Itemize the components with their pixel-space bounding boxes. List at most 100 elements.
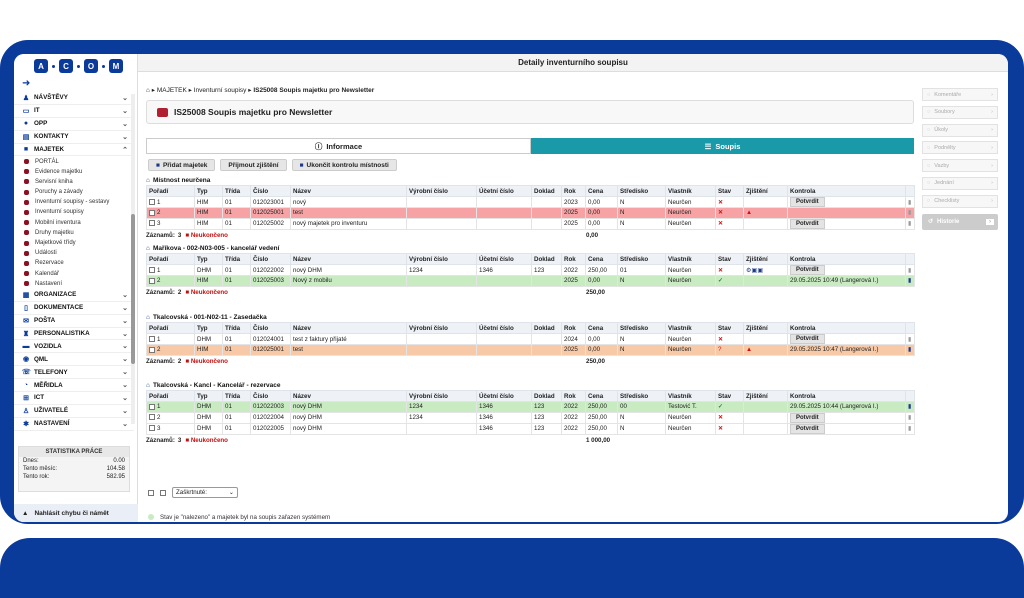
side-panel-0[interactable]: ◌ Komentáře › [922,88,998,101]
sidebar-item-items27[interactable]: ◔ MĚŘIDLA ⌄ [14,379,134,393]
column-header[interactable]: Vlastník [665,185,716,197]
trash-icon[interactable]: ▮ [905,196,915,208]
crumb-majetek[interactable]: MAJETEK [156,87,187,94]
sidebar-subitem[interactable]: Nastavení [14,279,134,289]
column-header[interactable]: Pořadí [146,390,195,402]
column-header[interactable]: Kontrola [787,185,906,197]
column-header[interactable]: Doklad [531,253,562,265]
confirm-button[interactable]: Potvrdit [790,197,825,207]
table-row[interactable]: 1 DHM 01 012022002 nový DHM 1234 1346 123 2022 25… [146,264,915,276]
column-header[interactable]: Výrobní číslo [406,322,477,334]
column-header[interactable]: Výrobní číslo [406,390,477,402]
table-row[interactable]: 2 HIM 01 012025003 Nový z mobilu 2025 0,00 N Neu… [146,275,915,287]
column-header[interactable]: Název [290,322,407,334]
column-header[interactable]: Číslo [250,322,291,334]
side-panel-1[interactable]: ◌ Soubory › [922,105,998,119]
column-header[interactable]: Rok [561,253,586,265]
add-asset-button[interactable]: ■ Přidat majetek [148,159,216,171]
trash-icon[interactable]: ▮ [905,217,915,230]
column-header[interactable]: Cena [585,390,618,402]
column-header[interactable]: Účetní číslo [476,322,532,334]
column-header[interactable]: Kontrola [787,390,906,402]
table-row[interactable]: 1 HIM 01 012023001 nový 2023 0,00 N Neurčen ✕ Potv… [146,196,915,208]
row-checkbox[interactable] [149,220,155,227]
column-header[interactable]: Číslo [250,253,291,265]
confirm-button[interactable]: Potvrdit [790,424,825,433]
side-panel-4[interactable]: ◌ Vazby › [922,159,998,173]
trash-icon[interactable]: ▮ [905,344,915,356]
column-header[interactable]: Třída [222,322,251,334]
side-panel-2[interactable]: ◌ Úkoly › [922,123,998,137]
home-icon[interactable]: ⌂ [146,87,150,94]
trash-icon[interactable]: ▮ [905,207,915,219]
table-row[interactable]: 2 HIM 01 012025001 test 2025 0,00 N Neurčen? ▲ 29.… [146,344,915,356]
column-header[interactable]: Třída [222,390,251,402]
table-row[interactable]: 3 HIM 01 012025002 nový majetek pro inventur… [146,217,915,230]
column-header[interactable]: Kontrola [787,322,906,334]
crumb-soupisy[interactable]: Inventurní soupisy [193,87,247,94]
tab-informace[interactable]: ⓘ Informace [146,138,531,154]
sidebar-subitem[interactable]: Druhy majetku [14,228,134,238]
sidebar-subitem[interactable]: PORTÁL [14,156,134,166]
confirm-button[interactable]: Potvrdit [790,413,825,422]
column-header[interactable]: Stav [715,253,744,265]
trash-icon[interactable]: ▮ [905,275,915,287]
tab-soupis[interactable]: ☰ Soupis [531,138,914,154]
sidebar-item-items24[interactable]: ▬ VOZIDLA ⌄ [14,340,134,354]
column-header[interactable]: Název [290,390,407,402]
confirm-button[interactable]: Potvrdit [790,265,825,275]
column-header[interactable]: Rok [561,185,586,197]
sidebar-item-items1[interactable]: ▭ IT ⌄ [14,105,134,118]
column-header[interactable]: Vlastník [665,390,716,402]
column-header[interactable]: Středisko [617,390,666,402]
sidebar-item-items28[interactable]: ⊞ ICT ⌄ [14,392,134,405]
column-header[interactable]: Výrobní číslo [406,253,477,265]
column-header[interactable]: Středisko [617,253,666,265]
column-header[interactable]: Doklad [531,185,562,197]
column-header[interactable]: Typ [194,390,223,402]
sidebar-item-items22[interactable]: ✉ POŠTA ⌄ [14,315,134,328]
column-header[interactable]: Pořadí [146,253,195,265]
side-panel-5[interactable]: ◌ Jednání › [922,176,998,190]
table-row[interactable]: 1 DHM 01 012022003 nový DHM 1234 1346 123 2022 25… [146,401,915,413]
column-header[interactable]: Rok [561,322,586,334]
column-header[interactable]: Doklad [531,322,562,334]
end-room-check-button[interactable]: ■ Ukončit kontrolu místnosti [291,159,397,171]
row-checkbox[interactable] [149,425,155,432]
trash-icon[interactable]: ▮ [905,333,915,345]
column-header[interactable]: Název [290,185,407,197]
bulk-action-select[interactable]: Zaškrtnuté: ⌄ [172,487,238,498]
column-header[interactable]: Výrobní číslo [406,185,477,197]
trash-icon[interactable]: ▮ [905,264,915,276]
trash-icon[interactable]: ▮ [905,422,915,435]
column-header[interactable]: Rok [561,390,586,402]
column-header[interactable]: Třída [222,185,251,197]
column-header[interactable]: Stav [715,322,744,334]
sidebar-subitem[interactable]: Evidence majetku [14,167,134,177]
column-header[interactable]: Zjištění [743,185,788,197]
sidebar-subitem[interactable]: Události [14,248,134,258]
sidebar-subitem[interactable]: Mobilní inventura [14,218,134,228]
sidebar-item-items26[interactable]: ☏ TELEFONY ⌄ [14,366,134,380]
side-panel-3[interactable]: ◌ Podnělty › [922,141,998,155]
sidebar-item-items3[interactable]: ▤ KONTAKTY ⌄ [14,131,134,144]
column-header[interactable]: Typ [194,253,223,265]
column-header[interactable]: Vlastník [665,253,716,265]
uncheck-all-checkbox[interactable] [160,489,166,496]
table-row[interactable]: 1 DHM 01 012024001 test z faktury přijaté 202… [146,333,915,345]
column-header[interactable]: Doklad [531,390,562,402]
column-header[interactable]: Středisko [617,185,666,197]
sidebar-subitem[interactable]: Rezervace [14,258,134,268]
column-header[interactable]: Pořadí [146,322,195,334]
column-header[interactable]: Účetní číslo [476,185,532,197]
column-header[interactable]: Zjištění [743,322,788,334]
sidebar-item-items25[interactable]: ◉ QML ⌄ [14,353,134,367]
sidebar-subitem[interactable]: Kalendář [14,269,134,279]
column-header[interactable]: Zjištění [743,390,788,402]
trash-icon[interactable]: ▮ [905,411,915,424]
row-checkbox[interactable] [149,403,155,410]
column-header[interactable]: Číslo [250,185,291,197]
column-header[interactable]: Cena [585,322,618,334]
check-all-checkbox[interactable] [148,489,154,496]
sidebar-item-items0[interactable]: ♟ NÁVŠTĚVY ⌄ [14,92,134,105]
